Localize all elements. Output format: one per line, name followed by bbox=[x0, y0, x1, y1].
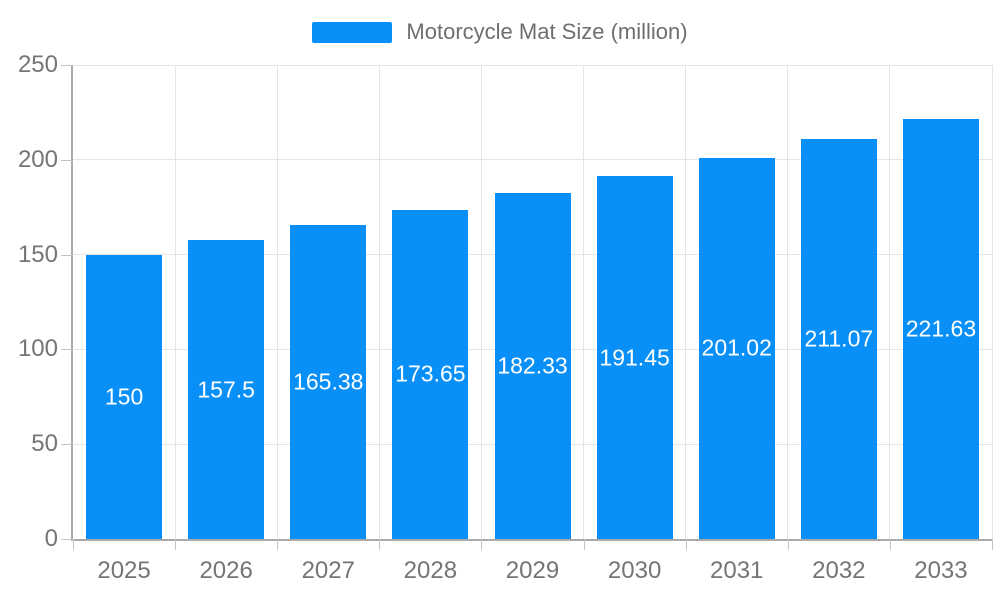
y-axis-label: 200 bbox=[17, 145, 58, 173]
y-axis-tick bbox=[61, 349, 73, 351]
bar-2030 bbox=[596, 176, 673, 539]
bar-2033 bbox=[902, 118, 979, 539]
x-axis-label: 2031 bbox=[710, 557, 764, 584]
vertical-gridline bbox=[991, 65, 993, 539]
x-axis-label: 2033 bbox=[914, 557, 968, 584]
vertical-gridline bbox=[787, 65, 789, 539]
x-axis-tick bbox=[379, 539, 381, 550]
y-axis-label: 50 bbox=[31, 430, 58, 458]
y-axis-label: 0 bbox=[44, 525, 58, 552]
y-axis-tick bbox=[61, 539, 73, 540]
legend-swatch-icon bbox=[312, 21, 393, 43]
x-axis-label: 2028 bbox=[403, 557, 458, 584]
y-axis-tick bbox=[61, 159, 73, 161]
bar-2032 bbox=[800, 138, 877, 539]
vertical-gridline bbox=[889, 65, 891, 539]
y-axis-tick bbox=[61, 65, 73, 66]
y-axis-line bbox=[71, 65, 73, 539]
y-axis-label: 250 bbox=[17, 51, 58, 78]
horizontal-gridline bbox=[73, 159, 992, 161]
x-axis-label: 2025 bbox=[97, 557, 151, 584]
x-axis-tick bbox=[277, 539, 279, 550]
y-axis-tick bbox=[61, 444, 73, 446]
bar-2029 bbox=[494, 193, 571, 539]
bar-2025 bbox=[86, 254, 163, 539]
vertical-gridline bbox=[583, 65, 585, 539]
horizontal-gridline bbox=[73, 64, 992, 66]
x-axis-tick bbox=[481, 539, 483, 550]
y-axis-label: 100 bbox=[17, 335, 58, 363]
vertical-gridline bbox=[480, 65, 482, 539]
vertical-gridline bbox=[174, 65, 176, 539]
bar-2026 bbox=[188, 240, 265, 539]
x-axis-tick bbox=[787, 539, 789, 550]
bar-2027 bbox=[290, 225, 367, 539]
x-axis-tick bbox=[889, 539, 891, 550]
bar-2028 bbox=[392, 209, 469, 539]
legend[interactable]: Motorcycle Mat Size (million) bbox=[0, 19, 1000, 45]
x-axis-label: 2032 bbox=[812, 557, 866, 584]
x-axis-label: 2026 bbox=[199, 557, 253, 584]
x-axis-label: 2029 bbox=[505, 557, 560, 584]
x-axis-label: 2030 bbox=[607, 557, 662, 584]
plot-area: 150 157.5 165.38 173.65 182.33 191.45 201.02 21… bbox=[71, 64, 993, 541]
vertical-gridline bbox=[685, 65, 687, 539]
vertical-gridline bbox=[276, 65, 278, 539]
y-axis-label: 150 bbox=[17, 240, 58, 268]
legend-label: Motorcycle Mat Size (million) bbox=[406, 19, 688, 44]
x-axis-tick bbox=[685, 539, 687, 550]
vertical-gridline bbox=[378, 65, 380, 539]
x-axis-label: 2027 bbox=[301, 557, 355, 584]
x-axis-tick bbox=[583, 539, 585, 550]
x-axis-tick bbox=[73, 539, 74, 550]
x-axis-tick bbox=[992, 539, 993, 550]
x-axis-line bbox=[71, 539, 992, 541]
x-axis-tick bbox=[175, 539, 177, 550]
y-axis-tick bbox=[61, 254, 73, 256]
bar-2031 bbox=[698, 157, 775, 539]
